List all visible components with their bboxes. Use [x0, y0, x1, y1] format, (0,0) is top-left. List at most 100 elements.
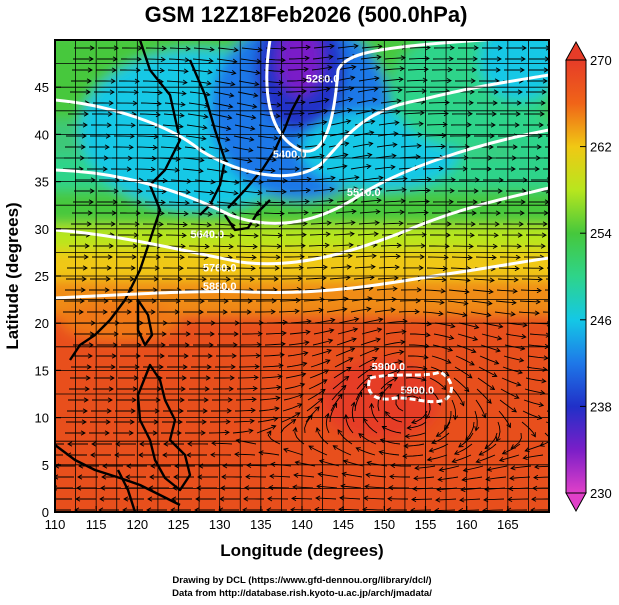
- streamline-arrowhead: [131, 397, 137, 403]
- streamline-arrowhead: [106, 122, 112, 128]
- streamline-arrowhead: [248, 428, 254, 434]
- streamline-arrowhead: [154, 265, 160, 271]
- streamline-arrowhead: [249, 418, 255, 424]
- streamline: [134, 168, 156, 171]
- streamline: [523, 399, 544, 406]
- streamline: [495, 300, 516, 304]
- streamline-arrowhead: [302, 77, 308, 83]
- streamline: [164, 102, 185, 106]
- streamline: [254, 168, 275, 172]
- streamline-arrowhead: [195, 496, 201, 502]
- streamline-arrowhead: [510, 465, 516, 471]
- streamline: [496, 289, 518, 292]
- streamline-arrowhead: [327, 65, 333, 71]
- streamline-arrowhead: [128, 144, 134, 150]
- streamline-arrowhead: [320, 388, 326, 394]
- streamline-arrowhead: [125, 474, 131, 480]
- streamline-arrowhead: [159, 210, 165, 216]
- streamline: [335, 210, 356, 214]
- streamline: [212, 245, 234, 248]
- streamline-arrowhead: [225, 136, 231, 142]
- streamline: [287, 352, 308, 357]
- streamline-arrowhead: [492, 372, 498, 377]
- streamline-arrowhead: [107, 111, 113, 117]
- streamline-arrowhead: [210, 179, 216, 185]
- streamline-arrowhead: [129, 419, 135, 425]
- streamline: [502, 443, 521, 455]
- streamline: [168, 58, 190, 61]
- streamline: [359, 348, 379, 357]
- streamline: [547, 399, 549, 401]
- streamline-arrowhead: [437, 476, 443, 482]
- streamline-arrowhead: [162, 452, 168, 458]
- streamline: [305, 406, 320, 423]
- streamline: [472, 289, 493, 293]
- streamline-arrowhead: [80, 430, 86, 436]
- streamline-arrowhead: [486, 398, 492, 404]
- streamline-arrowhead: [110, 364, 116, 370]
- streamline: [404, 443, 425, 447]
- streamline: [337, 429, 353, 445]
- streamline-arrowhead: [206, 222, 212, 228]
- streamline-arrowhead: [470, 221, 476, 227]
- streamline: [233, 420, 255, 423]
- streamline-arrowhead: [246, 309, 252, 315]
- streamline-arrowhead: [161, 45, 167, 52]
- streamline-arrowhead: [518, 221, 524, 227]
- streamline: [193, 47, 214, 51]
- streamline: [257, 417, 278, 423]
- streamline-arrowhead: [281, 189, 287, 195]
- streamline: [280, 419, 296, 434]
- streamline-arrowhead: [412, 486, 418, 492]
- streamline-arrowhead: [202, 124, 208, 130]
- streamline-arrowhead: [515, 254, 521, 260]
- streamline: [505, 333, 526, 338]
- streamline-arrowhead: [414, 465, 420, 471]
- streamline-arrowhead: [521, 45, 527, 51]
- streamline-arrowhead: [254, 81, 260, 87]
- x-axis-ticks: 110 115 120 125 130 135 140 145 150 155 160 165: [45, 506, 519, 532]
- streamline-arrowhead: [445, 232, 451, 238]
- streamline: [357, 88, 378, 93]
- streamline: [509, 476, 531, 479]
- streamline-arrowhead: [451, 458, 457, 464]
- streamline: [362, 508, 384, 511]
- streamline: [374, 166, 395, 170]
- streamline-arrowhead: [276, 243, 282, 249]
- streamline-arrowhead: [398, 76, 404, 83]
- streamline-arrowhead: [101, 474, 107, 480]
- streamline: [261, 375, 282, 379]
- streamline-arrowhead: [205, 91, 211, 97]
- streamline-arrowhead: [247, 158, 253, 164]
- streamline-arrowhead: [324, 412, 330, 419]
- streamline-arrowhead: [229, 375, 235, 381]
- streamline: [288, 341, 309, 346]
- streamline: [260, 102, 281, 106]
- streamline: [459, 498, 481, 501]
- y-tick-label: 25: [35, 269, 49, 284]
- streamline: [383, 351, 404, 357]
- streamline-arrowhead: [204, 243, 210, 250]
- streamline-arrowhead: [75, 496, 81, 502]
- streamline: [232, 146, 253, 152]
- streamline-arrowhead: [418, 121, 424, 127]
- streamline: [190, 80, 211, 85]
- streamline-arrowhead: [174, 167, 180, 173]
- streamline-arrowhead: [489, 277, 495, 283]
- streamline-arrowhead: [225, 419, 231, 425]
- streamline-arrowhead: [463, 300, 469, 306]
- streamline: [312, 199, 333, 203]
- streamline-arrowhead: [178, 408, 184, 414]
- streamline-arrowhead: [543, 355, 549, 361]
- streamline-arrowhead: [534, 166, 540, 172]
- streamline: [381, 89, 402, 93]
- streamline-arrowhead: [353, 186, 359, 192]
- streamline-arrowhead: [372, 356, 378, 362]
- streamline: [426, 124, 448, 126]
- streamline-arrowhead: [374, 220, 380, 226]
- y-tick-label: 20: [35, 316, 49, 331]
- streamline-arrowhead: [273, 276, 279, 282]
- streamline-arrowhead: [181, 232, 187, 239]
- streamline-arrowhead: [367, 152, 373, 158]
- streamline-arrowhead: [510, 311, 516, 317]
